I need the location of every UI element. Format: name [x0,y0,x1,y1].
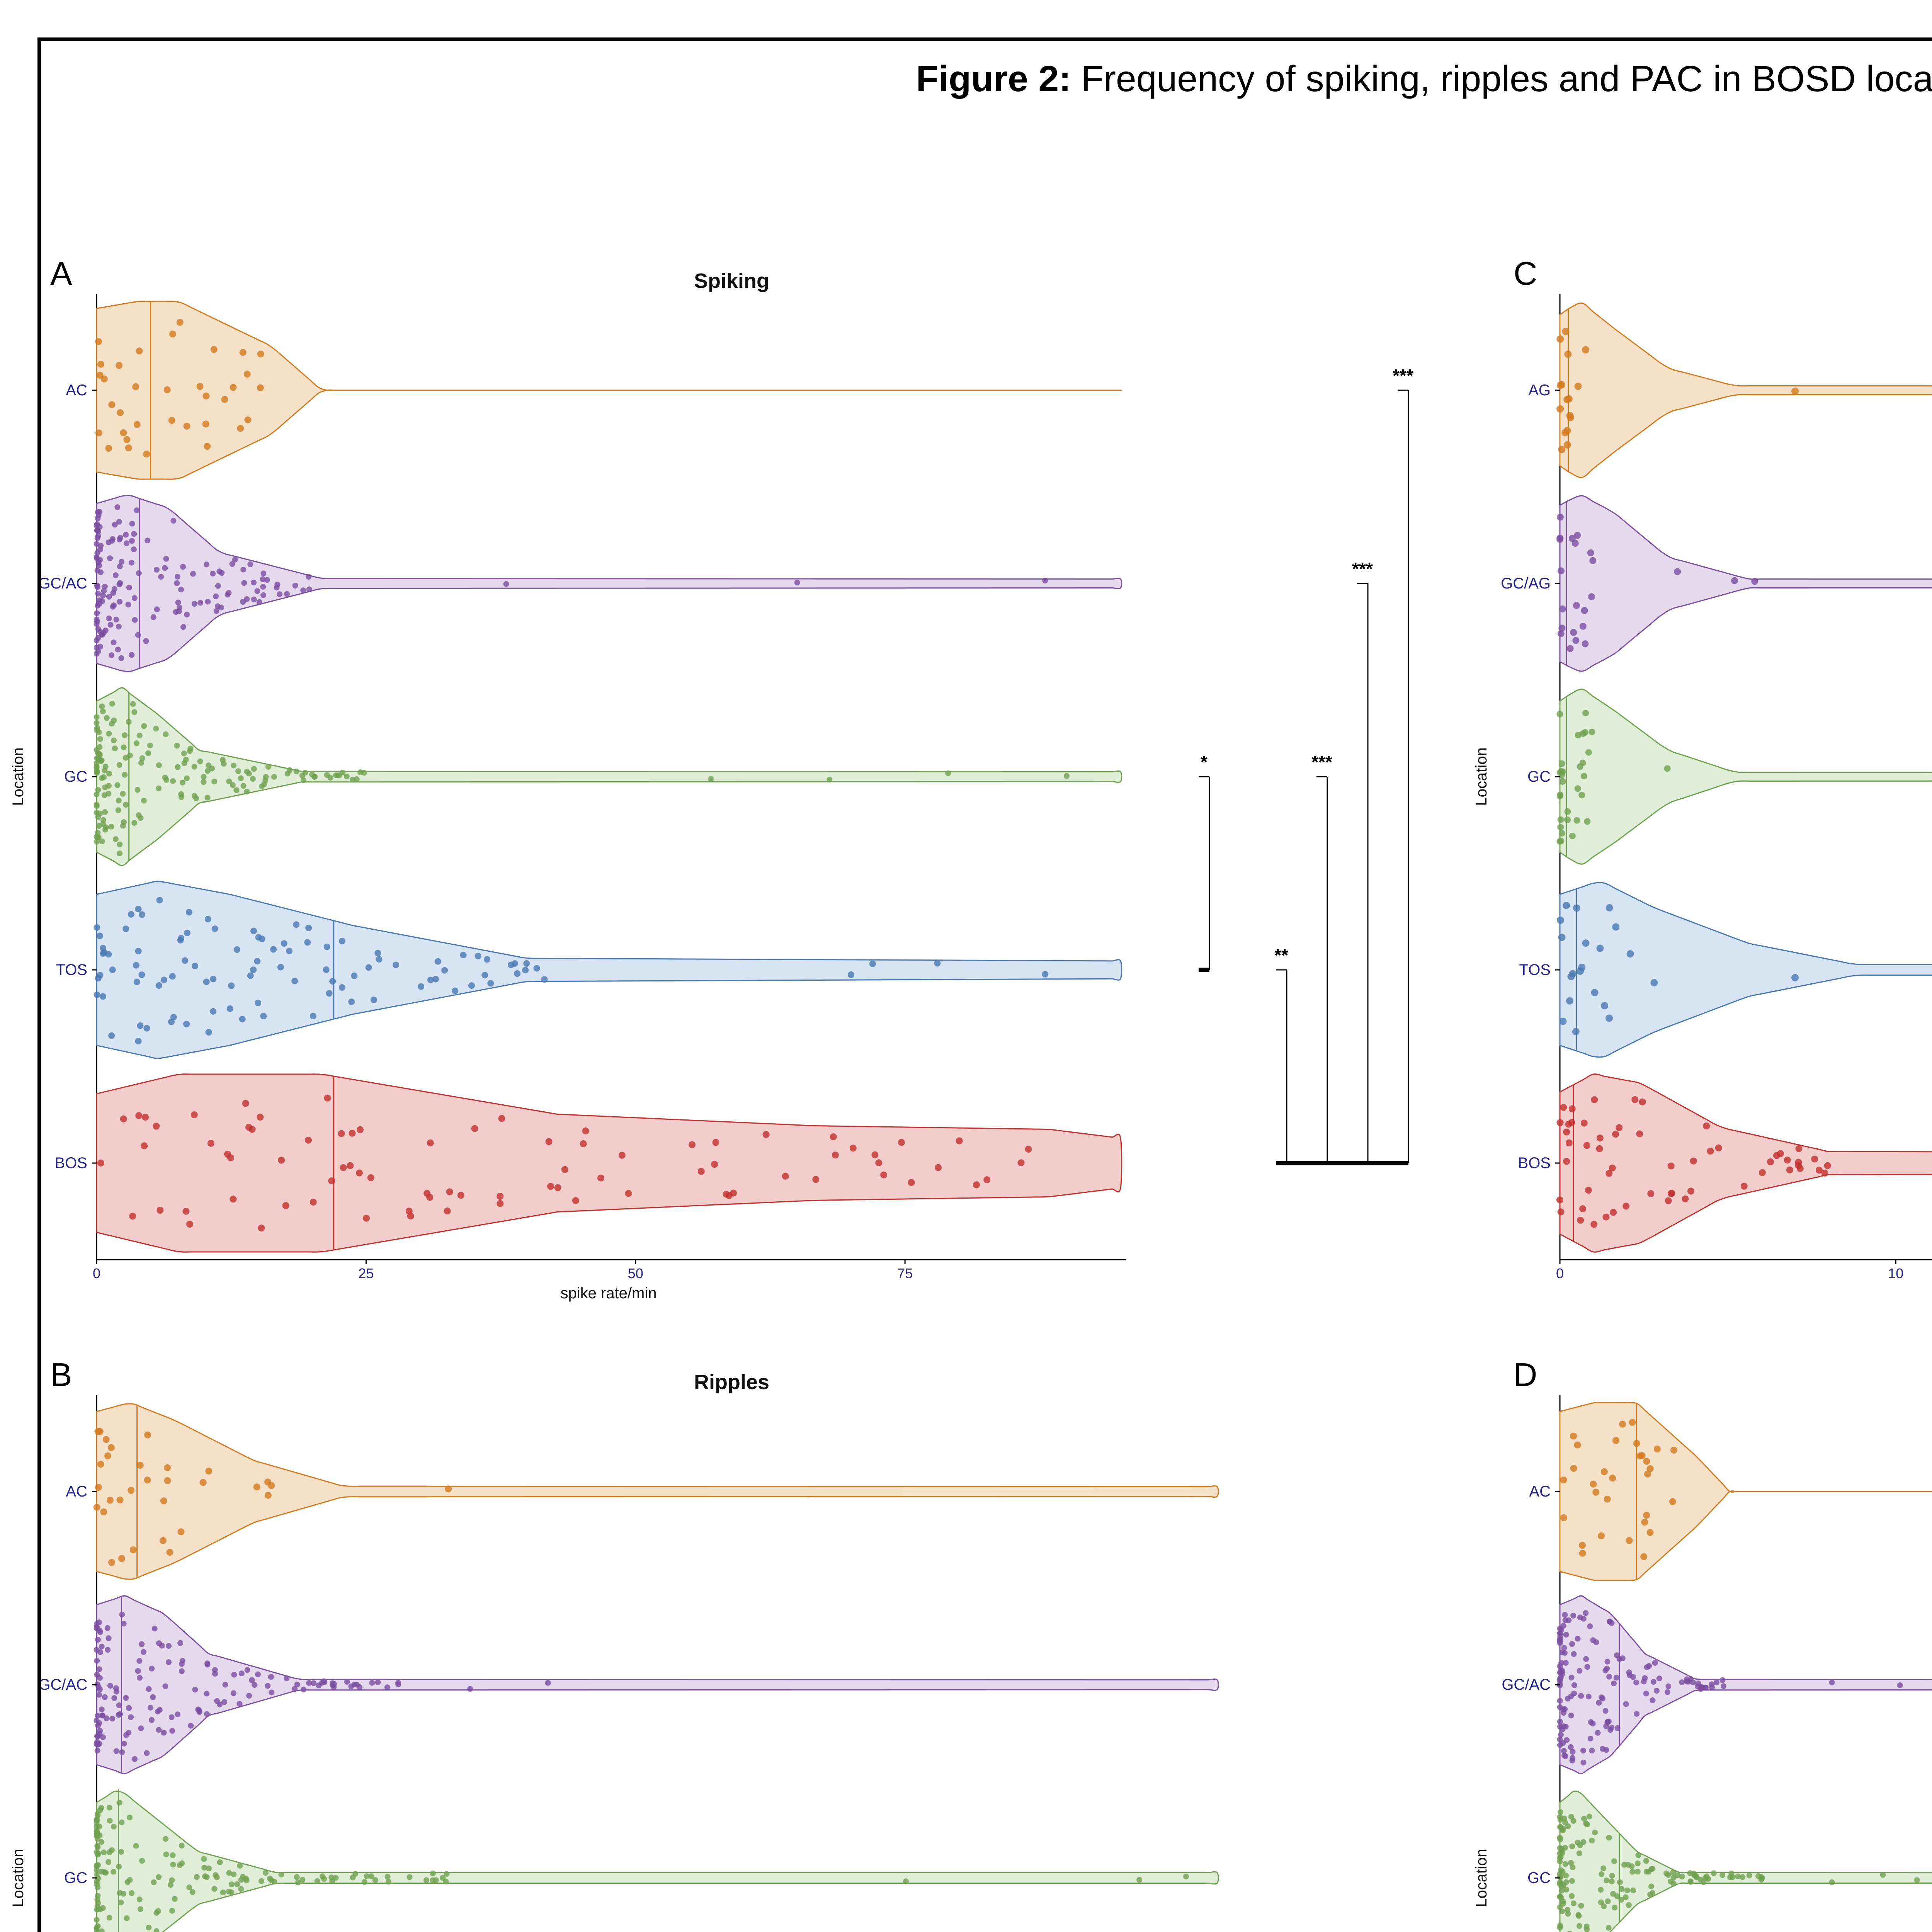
svg-text:Location: Location [10,1849,27,1907]
svg-text:Location: Location [10,747,27,806]
